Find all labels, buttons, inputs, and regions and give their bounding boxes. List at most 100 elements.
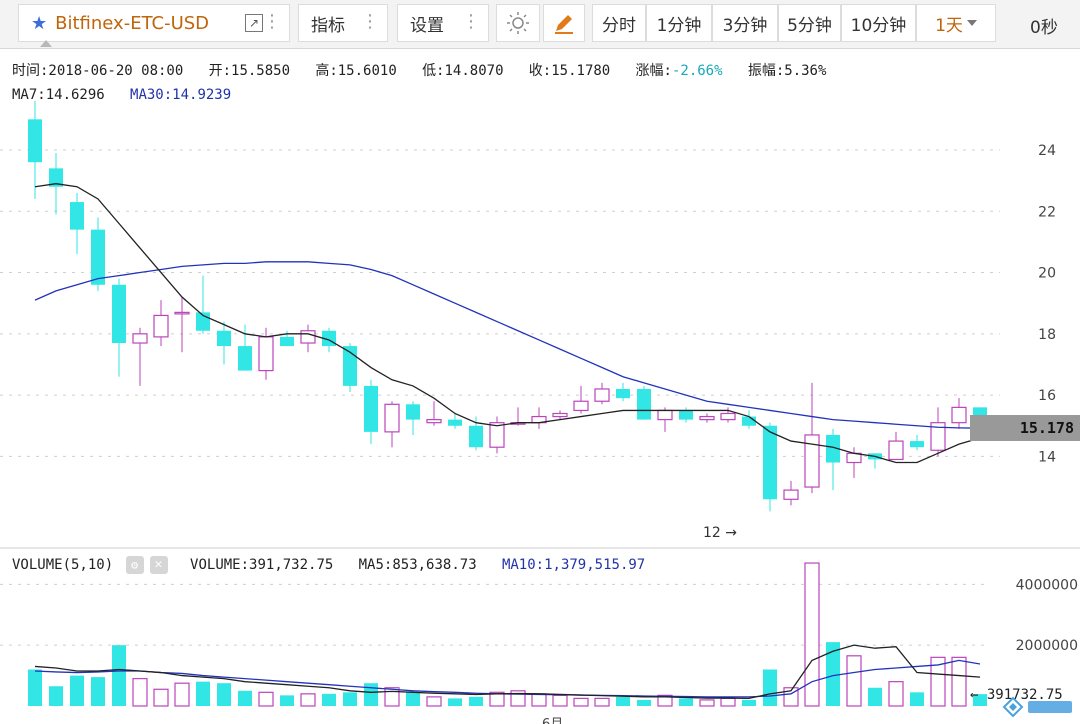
volume-bar bbox=[112, 645, 126, 706]
period-label: 5分钟 bbox=[787, 15, 832, 36]
candle-body bbox=[112, 284, 126, 344]
volume-bar bbox=[552, 694, 568, 707]
volume-bar bbox=[489, 691, 505, 707]
pencil-icon bbox=[555, 15, 573, 34]
countdown-timer: 0秒 bbox=[1030, 18, 1058, 38]
period-tab-10min[interactable]: 10分钟 bbox=[841, 4, 916, 42]
period-tab-5min[interactable]: 5分钟 bbox=[778, 4, 841, 42]
volume-bar bbox=[49, 686, 63, 706]
candle-body bbox=[49, 168, 63, 187]
candle-body bbox=[384, 403, 400, 433]
candle-body bbox=[132, 333, 148, 344]
candle-body bbox=[489, 422, 505, 448]
volume-ma5-line bbox=[34, 644, 981, 700]
candle-body bbox=[930, 422, 946, 451]
candle-body bbox=[910, 441, 924, 448]
volume-bar bbox=[132, 678, 148, 707]
volume-bar bbox=[826, 642, 840, 706]
candle-body bbox=[742, 416, 756, 426]
volume-bar bbox=[699, 699, 715, 707]
period-label: 分时 bbox=[602, 15, 636, 36]
amplitude-label: 振幅:5.36% bbox=[747, 63, 827, 79]
star-icon[interactable]: ★ bbox=[31, 12, 48, 34]
period-label: 10分钟 bbox=[850, 15, 907, 36]
symbol-name: Bitfinex-ETC-USD bbox=[55, 12, 210, 34]
external-link-icon[interactable]: ↗ bbox=[245, 14, 263, 32]
volume-bar bbox=[91, 677, 105, 706]
volume-bar bbox=[469, 696, 483, 706]
volume-info-bar: VOLUME(5,10) ⚙ ✕ VOLUME:391,732.75 MA5:85… bbox=[12, 556, 645, 574]
volume-bar bbox=[951, 656, 967, 707]
price-tick-label: 20 bbox=[1038, 266, 1056, 282]
candle-body bbox=[300, 330, 316, 344]
sun-icon bbox=[507, 12, 529, 34]
candle-body bbox=[153, 314, 169, 338]
volume-label: VOLUME:391,732.75 bbox=[190, 557, 334, 573]
volume-bar bbox=[343, 692, 357, 706]
candle-body bbox=[28, 119, 42, 163]
period-tab-1min[interactable]: 1分钟 bbox=[646, 4, 712, 42]
volume-tick-label: 2000000 bbox=[1016, 638, 1078, 654]
last-volume-label: ← 391732.75 bbox=[970, 687, 1063, 703]
ma7-label: MA7:14.6296 bbox=[12, 87, 105, 103]
low-label: 低:14.8070 bbox=[422, 63, 504, 79]
volume-bar bbox=[384, 687, 400, 707]
candle-body bbox=[826, 434, 840, 463]
high-label: 高:15.6010 bbox=[315, 63, 397, 79]
period-tab-3min[interactable]: 3分钟 bbox=[712, 4, 778, 42]
candle-body bbox=[679, 410, 693, 420]
candle-body bbox=[552, 412, 568, 418]
ohlc-info-bar: 时间:2018-06-20 08:00 开:15.5850 高:15.6010 … bbox=[12, 60, 826, 80]
ma30-label: MA30:14.9239 bbox=[130, 87, 232, 103]
candle-body bbox=[573, 400, 589, 412]
settings-button[interactable]: 设置 ⋮ bbox=[397, 4, 489, 42]
volume-bar bbox=[888, 681, 904, 707]
volume-tick-label: 4000000 bbox=[1016, 577, 1078, 593]
close-icon[interactable]: ✕ bbox=[149, 556, 168, 574]
more-options-icon[interactable]: ⋮ bbox=[263, 11, 281, 32]
draw-tool-button[interactable] bbox=[543, 4, 585, 42]
indicators-button[interactable]: 指标 ⋮ bbox=[298, 4, 388, 42]
chevron-down-icon bbox=[966, 20, 977, 26]
more-options-icon[interactable]: ⋮ bbox=[361, 11, 379, 32]
candle-body bbox=[951, 406, 967, 424]
candle-body bbox=[448, 419, 462, 426]
candle-body bbox=[280, 336, 294, 347]
candle-body bbox=[70, 202, 84, 230]
candle-body bbox=[426, 419, 442, 424]
ma30-line bbox=[34, 261, 981, 429]
vol-ma10-label: MA10:1,379,515.97 bbox=[501, 557, 646, 573]
price-tick-label: 18 bbox=[1038, 327, 1056, 343]
time-label: 时间:2018-06-20 08:00 bbox=[12, 63, 184, 79]
theme-toggle-button[interactable] bbox=[496, 4, 540, 42]
candle-body bbox=[91, 229, 105, 285]
x-tick-label: 6月 bbox=[542, 717, 563, 724]
candle-body bbox=[238, 346, 252, 371]
candle-body bbox=[699, 415, 715, 421]
change-value: -2.66% bbox=[671, 63, 723, 79]
volume-bar bbox=[657, 694, 673, 707]
volume-bar bbox=[804, 562, 820, 707]
volume-bar bbox=[910, 692, 924, 706]
candle-body bbox=[637, 388, 651, 420]
volume-bar bbox=[846, 655, 862, 707]
volume-bar bbox=[70, 675, 84, 706]
period-tab-timeshare[interactable]: 分时 bbox=[592, 4, 646, 42]
more-options-icon[interactable]: ⋮ bbox=[462, 11, 480, 32]
close-label: 收:15.1780 bbox=[528, 63, 611, 79]
gear-icon[interactable]: ⚙ bbox=[125, 556, 144, 574]
candle-body bbox=[364, 385, 378, 432]
candle-body bbox=[846, 452, 862, 464]
ma7-line bbox=[34, 183, 981, 464]
volume-bar bbox=[300, 693, 316, 707]
period-tab-1day[interactable]: 1天 bbox=[916, 4, 996, 42]
symbol-selector[interactable]: ★ Bitfinex-ETC-USD ↗ ⋮ bbox=[18, 4, 290, 42]
volume-bar bbox=[763, 669, 777, 706]
volume-bar bbox=[364, 683, 378, 706]
candle-body bbox=[406, 404, 420, 420]
volume-bar bbox=[742, 699, 756, 706]
candle-body bbox=[616, 388, 630, 399]
toolbar: ★ Bitfinex-ETC-USD ↗ ⋮ 指标 ⋮ 设置 ⋮ 分时 1分钟 … bbox=[0, 0, 1080, 49]
period-label: 1分钟 bbox=[656, 15, 702, 36]
